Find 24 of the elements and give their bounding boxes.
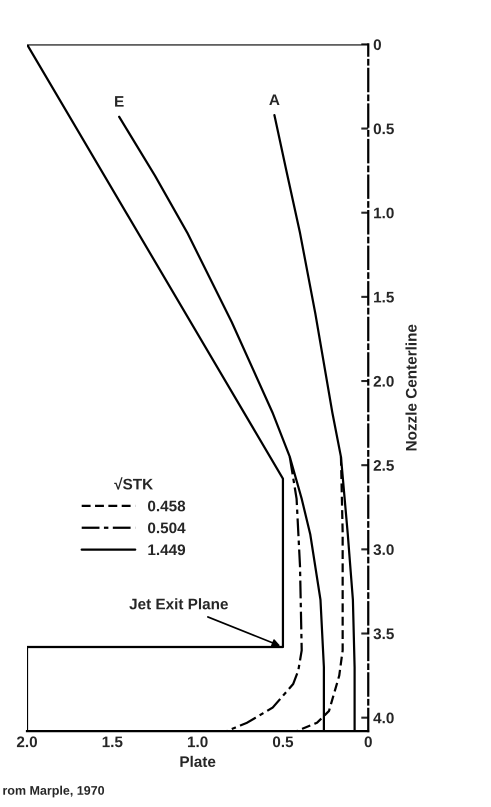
y-tick-label: 0: [374, 39, 381, 50]
legend-label: 0.504: [148, 522, 186, 534]
y-tick-label: 1.0: [374, 208, 394, 218]
x-tick-label: 1.5: [102, 736, 123, 748]
y-axis-title: Nozzle Centerline: [405, 324, 417, 450]
x-tick-label: 0.5: [272, 736, 294, 748]
annotation: A: [269, 94, 280, 105]
text: rom Marple, 1970: [3, 786, 104, 798]
legend-title: √STK: [114, 477, 153, 490]
x-tick-label: 0: [364, 736, 372, 748]
y-tick-label: 2.5: [374, 460, 394, 471]
y-tick-label: 2.0: [374, 376, 394, 387]
legend-label: 1.449: [148, 544, 186, 556]
x-axis-title: Plate: [180, 756, 216, 768]
y-tick-label: 0.5: [374, 123, 394, 134]
legend-label: 0.458: [148, 500, 186, 512]
y-tick-label: 1.5: [374, 292, 394, 303]
annotation: E: [115, 96, 124, 107]
y-tick-label: 4.0: [373, 712, 394, 724]
x-tick-label: 1.0: [188, 736, 208, 748]
x-tick-label: 2.0: [16, 736, 37, 748]
y-tick-label: 3.5: [373, 628, 394, 640]
annotation: Jet Exit Plane: [129, 598, 228, 610]
y-tick-label: 3.0: [373, 544, 394, 556]
